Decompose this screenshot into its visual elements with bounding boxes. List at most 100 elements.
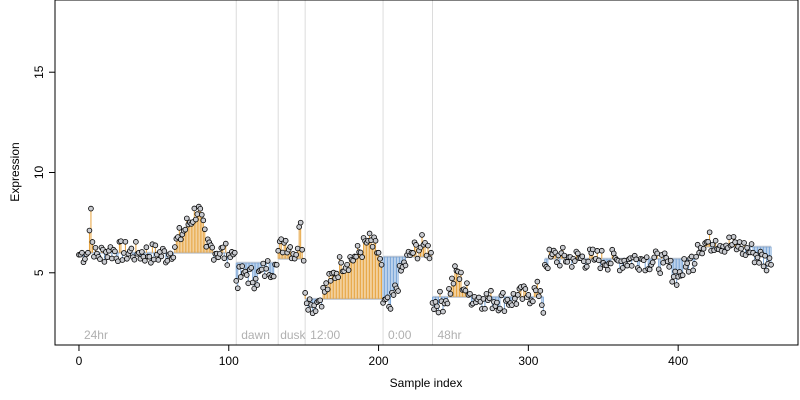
data-point	[419, 232, 425, 238]
data-point	[705, 238, 711, 245]
data-point	[221, 255, 228, 262]
data-point	[282, 237, 289, 244]
data-point	[693, 253, 699, 260]
data-point	[86, 227, 93, 234]
data-point	[760, 263, 767, 270]
data-point	[748, 241, 755, 247]
data-point	[260, 260, 267, 267]
data-point	[279, 249, 286, 256]
data-point	[122, 238, 129, 245]
data-point	[604, 266, 611, 273]
data-point	[730, 234, 737, 240]
data-point	[312, 308, 319, 314]
data-point	[158, 253, 165, 260]
data-point	[482, 305, 488, 312]
data-point	[119, 257, 126, 263]
data-point	[589, 246, 596, 253]
data-point	[131, 256, 138, 263]
data-point	[167, 250, 174, 257]
x-axis-label: Sample index	[390, 376, 463, 390]
data-point	[182, 226, 189, 233]
data-point	[585, 258, 592, 265]
data-point	[345, 267, 352, 273]
data-point	[509, 302, 515, 308]
data-point	[515, 292, 521, 298]
data-point	[530, 298, 536, 305]
data-point	[209, 244, 216, 251]
data-point	[82, 256, 88, 262]
data-point	[297, 219, 304, 226]
x-tick-label: 400	[668, 354, 688, 368]
data-point	[270, 273, 277, 280]
data-point	[219, 244, 226, 251]
data-point	[425, 242, 431, 249]
data-point	[666, 264, 672, 270]
data-point	[497, 305, 503, 312]
data-point	[624, 262, 631, 269]
data-point	[275, 247, 281, 254]
data-point	[762, 252, 768, 259]
data-point	[317, 297, 323, 304]
y-tick-label: 5	[32, 269, 46, 276]
data-point	[118, 238, 124, 244]
data-point	[178, 236, 184, 243]
data-point	[353, 253, 359, 260]
data-point	[161, 248, 168, 254]
data-point	[375, 249, 382, 256]
data-point	[245, 280, 252, 287]
data-point	[597, 265, 604, 272]
data-point	[402, 262, 409, 269]
data-point	[754, 254, 761, 261]
data-point	[440, 308, 446, 315]
data-point	[500, 290, 506, 296]
segment-label: 12:00	[310, 328, 340, 342]
data-point	[458, 269, 464, 276]
data-point	[426, 255, 433, 262]
data-point	[633, 256, 640, 263]
y-tick-label: 10	[32, 166, 46, 180]
data-point	[299, 246, 305, 253]
data-point	[744, 244, 750, 251]
data-point	[387, 306, 394, 312]
data-point	[306, 296, 313, 302]
data-point	[560, 244, 566, 251]
data-point	[366, 230, 373, 237]
data-point	[251, 285, 258, 292]
data-point	[763, 267, 770, 274]
data-point	[501, 308, 508, 314]
data-point	[249, 279, 256, 286]
data-point	[384, 294, 391, 301]
data-point	[669, 278, 675, 285]
data-point	[706, 229, 713, 236]
data-point	[390, 292, 397, 298]
data-point	[428, 249, 434, 256]
data-point	[726, 234, 732, 241]
data-point	[233, 278, 240, 284]
data-point	[109, 255, 115, 262]
data-point	[688, 253, 695, 260]
data-point	[395, 288, 401, 294]
data-points	[76, 203, 774, 317]
data-point	[357, 249, 364, 256]
data-point	[598, 247, 605, 254]
data-point	[287, 244, 293, 250]
data-point	[681, 256, 687, 262]
data-point	[456, 276, 463, 282]
data-point	[203, 243, 210, 250]
x-tick-label: 200	[369, 354, 389, 368]
data-point	[261, 273, 268, 279]
data-point	[540, 310, 547, 316]
segment-label: 24hr	[84, 328, 108, 342]
data-point	[293, 251, 299, 258]
data-point	[494, 299, 500, 306]
data-point	[197, 205, 204, 212]
data-point	[128, 245, 135, 252]
data-point	[372, 237, 379, 244]
data-point	[510, 290, 517, 297]
data-point	[572, 258, 578, 264]
data-point	[736, 239, 743, 245]
data-point	[450, 280, 457, 287]
data-point	[756, 260, 762, 266]
data-point	[561, 252, 568, 259]
